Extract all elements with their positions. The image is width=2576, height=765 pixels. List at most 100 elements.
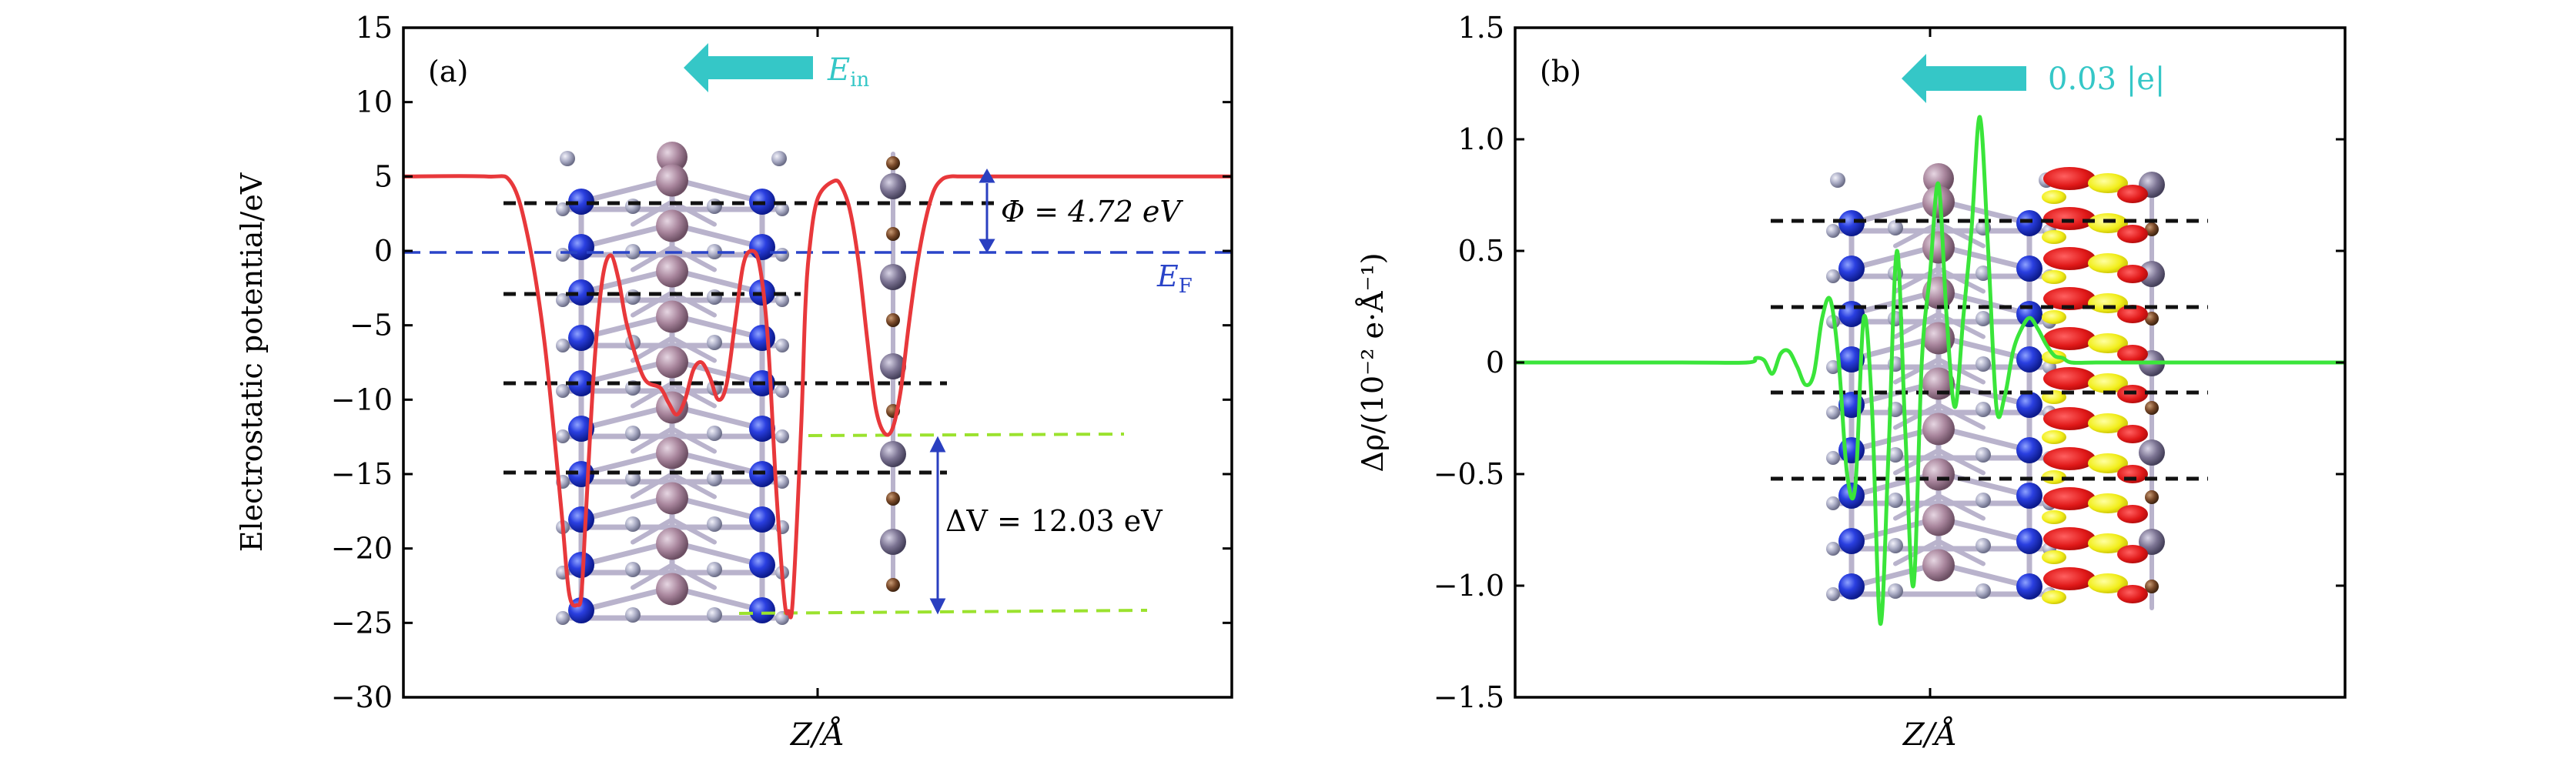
bond <box>670 290 717 318</box>
y-tick-label: −30 <box>331 680 393 714</box>
series-lines-a <box>403 174 1232 620</box>
bond <box>1893 403 1941 430</box>
atom <box>1922 503 1955 536</box>
atom <box>1922 458 1955 491</box>
atom <box>1838 210 1865 236</box>
atom <box>568 370 594 396</box>
atom <box>2016 483 2042 509</box>
atom <box>775 339 789 352</box>
atom <box>707 244 722 259</box>
isosurface-red <box>2043 247 2096 270</box>
y-tick-label: −10 <box>331 382 393 416</box>
isosurface-yellow <box>2088 173 2128 193</box>
atom <box>2016 346 2042 372</box>
bond <box>670 245 717 272</box>
atom <box>886 156 900 170</box>
y-tick-label: 0.5 <box>1458 234 1504 268</box>
atom <box>1838 528 1865 554</box>
atom <box>656 527 688 560</box>
atom <box>625 607 641 623</box>
atom <box>656 300 688 333</box>
bond <box>631 517 674 545</box>
bond <box>670 199 717 227</box>
bond <box>631 381 674 409</box>
atom <box>656 436 688 469</box>
atom <box>886 227 900 241</box>
atom <box>1922 231 1955 264</box>
bond <box>631 245 674 272</box>
atom <box>1922 549 1955 582</box>
delta-v-annotation: ΔV = 12.03 eV <box>945 504 1163 538</box>
isosurface-yellow <box>2088 533 2128 553</box>
atom <box>1975 402 1991 417</box>
isosurface-yellow <box>2088 333 2128 353</box>
fermi-label: EF <box>1156 259 1193 298</box>
atom <box>707 289 722 305</box>
atom <box>568 234 594 260</box>
atom <box>1826 542 1840 556</box>
atom <box>625 199 641 214</box>
atom <box>880 441 906 467</box>
bond <box>1936 493 1986 521</box>
isosurface-red <box>2117 305 2148 323</box>
atom <box>2145 580 2159 593</box>
isosurface-yellow <box>2042 270 2066 284</box>
phi-annotation: Φ = 4.72 eV <box>1001 195 1183 229</box>
isosurface-yellow <box>2042 550 2066 564</box>
atom <box>1838 346 1865 372</box>
isosurface-red <box>2043 167 2096 190</box>
atom <box>556 248 570 262</box>
atom <box>656 346 688 379</box>
atom <box>749 597 775 623</box>
isosurface-red <box>2117 505 2148 523</box>
series-line <box>403 174 1232 620</box>
atom <box>1975 583 1991 599</box>
isosurface-yellow <box>2088 493 2128 513</box>
isosurface-yellow <box>2042 230 2066 244</box>
atom <box>1826 360 1840 374</box>
atom <box>707 426 722 441</box>
bond <box>670 381 717 409</box>
isosurface-red <box>2117 585 2148 603</box>
isosurface-red <box>2043 447 2096 470</box>
y-tick-label: 15 <box>356 11 393 45</box>
atom <box>556 429 570 443</box>
y-ticks-b: 1.5 1.0 0.5 0 −0.5 −1.0 −1.5 <box>1434 11 2345 714</box>
atom <box>1826 587 1840 601</box>
isosurface-red <box>2043 487 2096 510</box>
isosurface-red <box>2117 185 2148 203</box>
isosurface-yellow <box>2042 590 2066 604</box>
panel-label-b: (b) <box>1540 55 1581 89</box>
atom <box>707 471 722 486</box>
atom <box>1975 538 1991 553</box>
atom <box>1975 356 1991 372</box>
atom <box>2016 256 2042 282</box>
y-ticks-a: 15 10 5 0 −5 −10 −15 −20 −25 −30 <box>331 11 1232 714</box>
atom <box>656 482 688 515</box>
isosurface-yellow <box>2088 293 2128 313</box>
isosurface-red <box>2043 567 2096 590</box>
isosurface-red <box>2043 367 2096 390</box>
atom <box>775 429 789 443</box>
bond <box>1936 448 1986 476</box>
atom <box>568 506 594 533</box>
field-label-a: Ein <box>827 52 870 92</box>
isosurface-yellow <box>2088 253 2128 273</box>
charge-isosurfaces <box>2042 167 2148 604</box>
atom <box>1826 269 1840 283</box>
series-line <box>1515 115 2345 626</box>
atom <box>1975 447 1991 463</box>
atom <box>1838 573 1865 600</box>
panel-b: 1.5 1.0 0.5 0 −0.5 −1.0 −1.5 (b) 0.03 |e| Δρ/(… <box>1356 11 2347 753</box>
delta-v-arrow <box>929 436 946 615</box>
atom <box>2016 210 2042 236</box>
field-arrow-b <box>1902 54 2026 103</box>
atom <box>775 202 789 216</box>
atom <box>625 426 641 441</box>
field-label-b: 0.03 |e| <box>2048 62 2165 97</box>
bond <box>631 336 674 363</box>
atom <box>707 516 722 532</box>
y-tick-label: −1.0 <box>1434 569 1504 603</box>
bond <box>631 199 674 227</box>
atom <box>775 293 789 307</box>
